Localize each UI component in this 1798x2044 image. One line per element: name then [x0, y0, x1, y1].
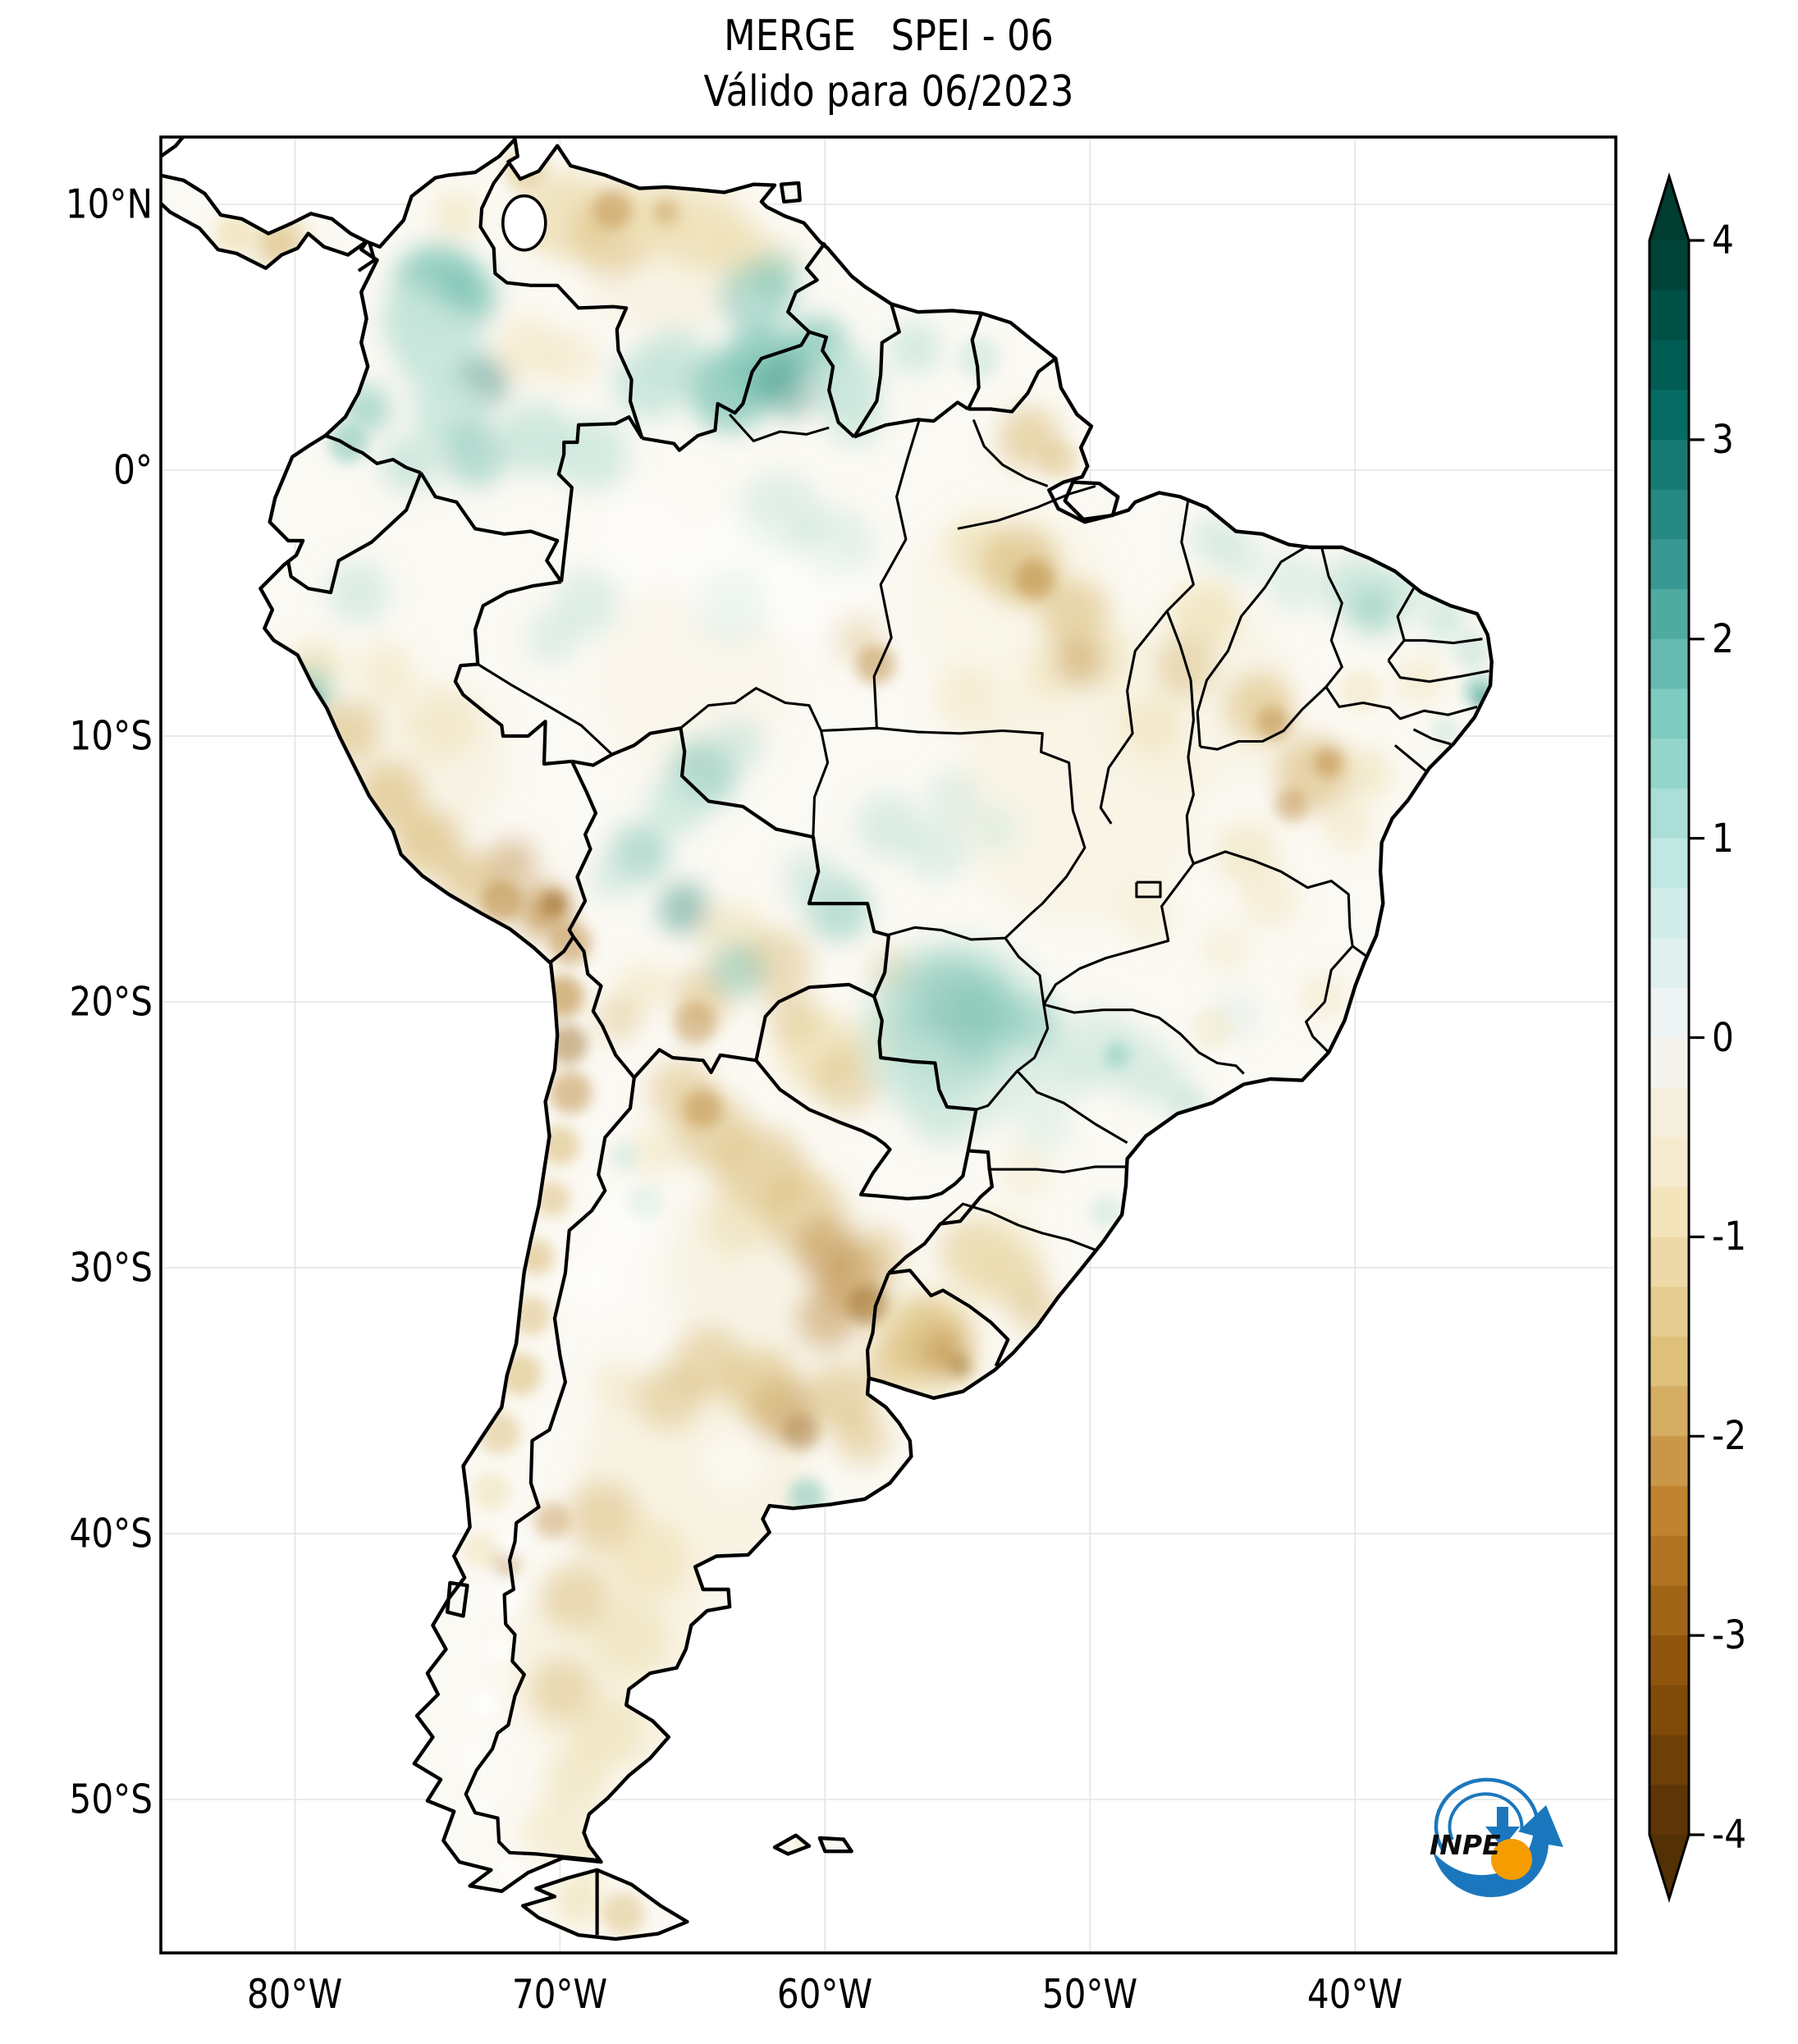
colorbar-tick-label: 2: [1712, 615, 1734, 662]
lon-tick-label: 70°W: [512, 1971, 608, 2018]
colorbar-tick-label: 0: [1712, 1014, 1734, 1061]
lat-tick-label: 50°S: [69, 1776, 153, 1823]
colorbar-tick-label: 1: [1712, 815, 1734, 862]
colorbar-arrow-up: [1649, 176, 1689, 240]
lon-tick-label: 40°W: [1307, 1971, 1403, 2018]
colorbar-tick-label: -3: [1712, 1612, 1747, 1659]
map-frame: [159, 135, 1617, 1955]
inpe-logo: INPE: [1430, 1777, 1563, 1898]
inpe-logo-down-arrow: [1485, 1807, 1520, 1848]
inpe-logo-text: INPE: [1430, 1829, 1501, 1861]
lat-tick-label: 10°S: [69, 712, 153, 760]
amazon-river: [957, 484, 1096, 530]
coastline: [161, 137, 1494, 1941]
inpe-logo-orbit-outer: [1434, 1777, 1540, 1851]
state-borders: [477, 413, 1489, 1252]
lat-tick-label: 40°S: [69, 1510, 153, 1557]
lon-tick-label: 60°W: [777, 1971, 873, 2018]
page-title: MERGE SPEI - 06: [724, 11, 1054, 61]
lat-tick-label: 30°S: [69, 1244, 153, 1292]
colorbar-tick-label: -1: [1712, 1214, 1747, 1260]
inpe-logo-swoosh: [1433, 1805, 1563, 1898]
lat-tick-label: 10°N: [65, 181, 153, 228]
inpe-logo-orbit-inner: [1448, 1792, 1524, 1841]
colorbar-tick-label: 3: [1712, 416, 1734, 463]
colorbar-tick-label: 4: [1712, 217, 1734, 263]
lake-maracaibo: [501, 194, 547, 252]
page-subtitle: Válido para 06/2023: [703, 67, 1074, 117]
lat-tick-label: 0°: [113, 446, 153, 494]
colorbar: [1648, 171, 1704, 1904]
inpe-logo-orange-dot: [1491, 1839, 1532, 1880]
colorbar-tick-label: -2: [1712, 1413, 1747, 1460]
lon-tick-label: 80°W: [247, 1971, 343, 2018]
colorbar-tick-label: -4: [1712, 1812, 1747, 1858]
country-borders: [286, 160, 1057, 1936]
lat-tick-label: 20°S: [69, 978, 153, 1026]
colorbar-arrow-down: [1649, 1835, 1689, 1899]
lon-tick-label: 50°W: [1042, 1971, 1138, 2018]
